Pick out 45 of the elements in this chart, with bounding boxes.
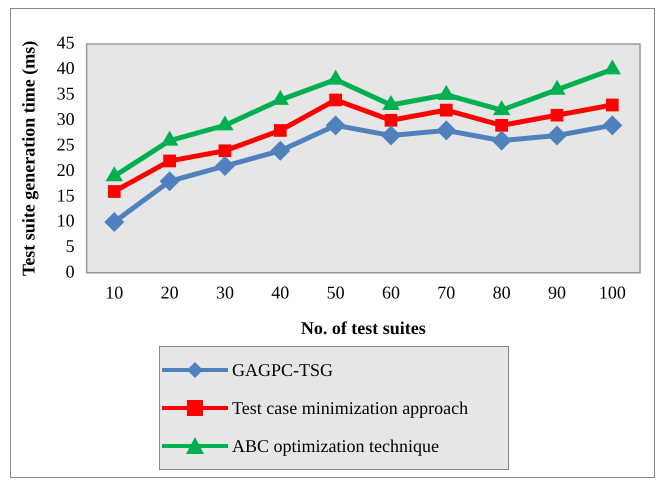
point — [104, 212, 124, 232]
point — [495, 118, 508, 132]
x-tick-label: 80 — [492, 282, 511, 302]
x-tick-label: 60 — [382, 282, 400, 302]
point — [380, 126, 401, 146]
point — [546, 126, 567, 146]
legend-label: GAGPC-TSG — [232, 360, 334, 380]
point — [436, 120, 456, 140]
x-tick-label: 20 — [160, 282, 179, 302]
y-tick-label: 30 — [56, 109, 75, 129]
point — [270, 140, 290, 161]
y-tick-label: 5 — [66, 236, 75, 256]
x-tick-label: 50 — [326, 282, 345, 302]
y-tick-label: 40 — [56, 58, 75, 78]
point — [440, 104, 453, 116]
y-tick-label: 25 — [56, 134, 75, 154]
point — [218, 144, 232, 158]
y-tick-label: 45 — [56, 32, 75, 53]
point — [163, 154, 176, 168]
point — [602, 115, 622, 136]
x-tick-label: 10 — [105, 282, 124, 302]
y-tick-label: 10 — [56, 210, 75, 231]
point — [329, 94, 342, 106]
y-axis-title: Test suite generation time (ms) — [18, 40, 38, 276]
point — [492, 130, 512, 151]
legend-label: ABC optimization technique — [232, 436, 439, 456]
point — [384, 114, 398, 127]
x-tick-label: 90 — [548, 282, 566, 302]
y-tick-label: 20 — [56, 160, 75, 180]
y-tick-label: 0 — [66, 262, 75, 282]
x-axis-title: No. of test suites — [300, 318, 426, 338]
point — [108, 185, 121, 198]
legend-label: Test case minimization approach — [232, 398, 468, 418]
x-tick-label: 100 — [598, 282, 626, 302]
point — [606, 98, 619, 112]
point — [160, 171, 180, 192]
point — [550, 108, 564, 122]
y-tick-label: 35 — [56, 84, 75, 104]
point — [326, 115, 346, 136]
point — [214, 156, 235, 176]
x-tick-label: 40 — [271, 282, 290, 302]
x-tick-label: 30 — [216, 282, 234, 302]
point — [274, 124, 287, 137]
y-tick-label: 15 — [56, 185, 75, 206]
x-tick-label: 70 — [437, 282, 456, 302]
